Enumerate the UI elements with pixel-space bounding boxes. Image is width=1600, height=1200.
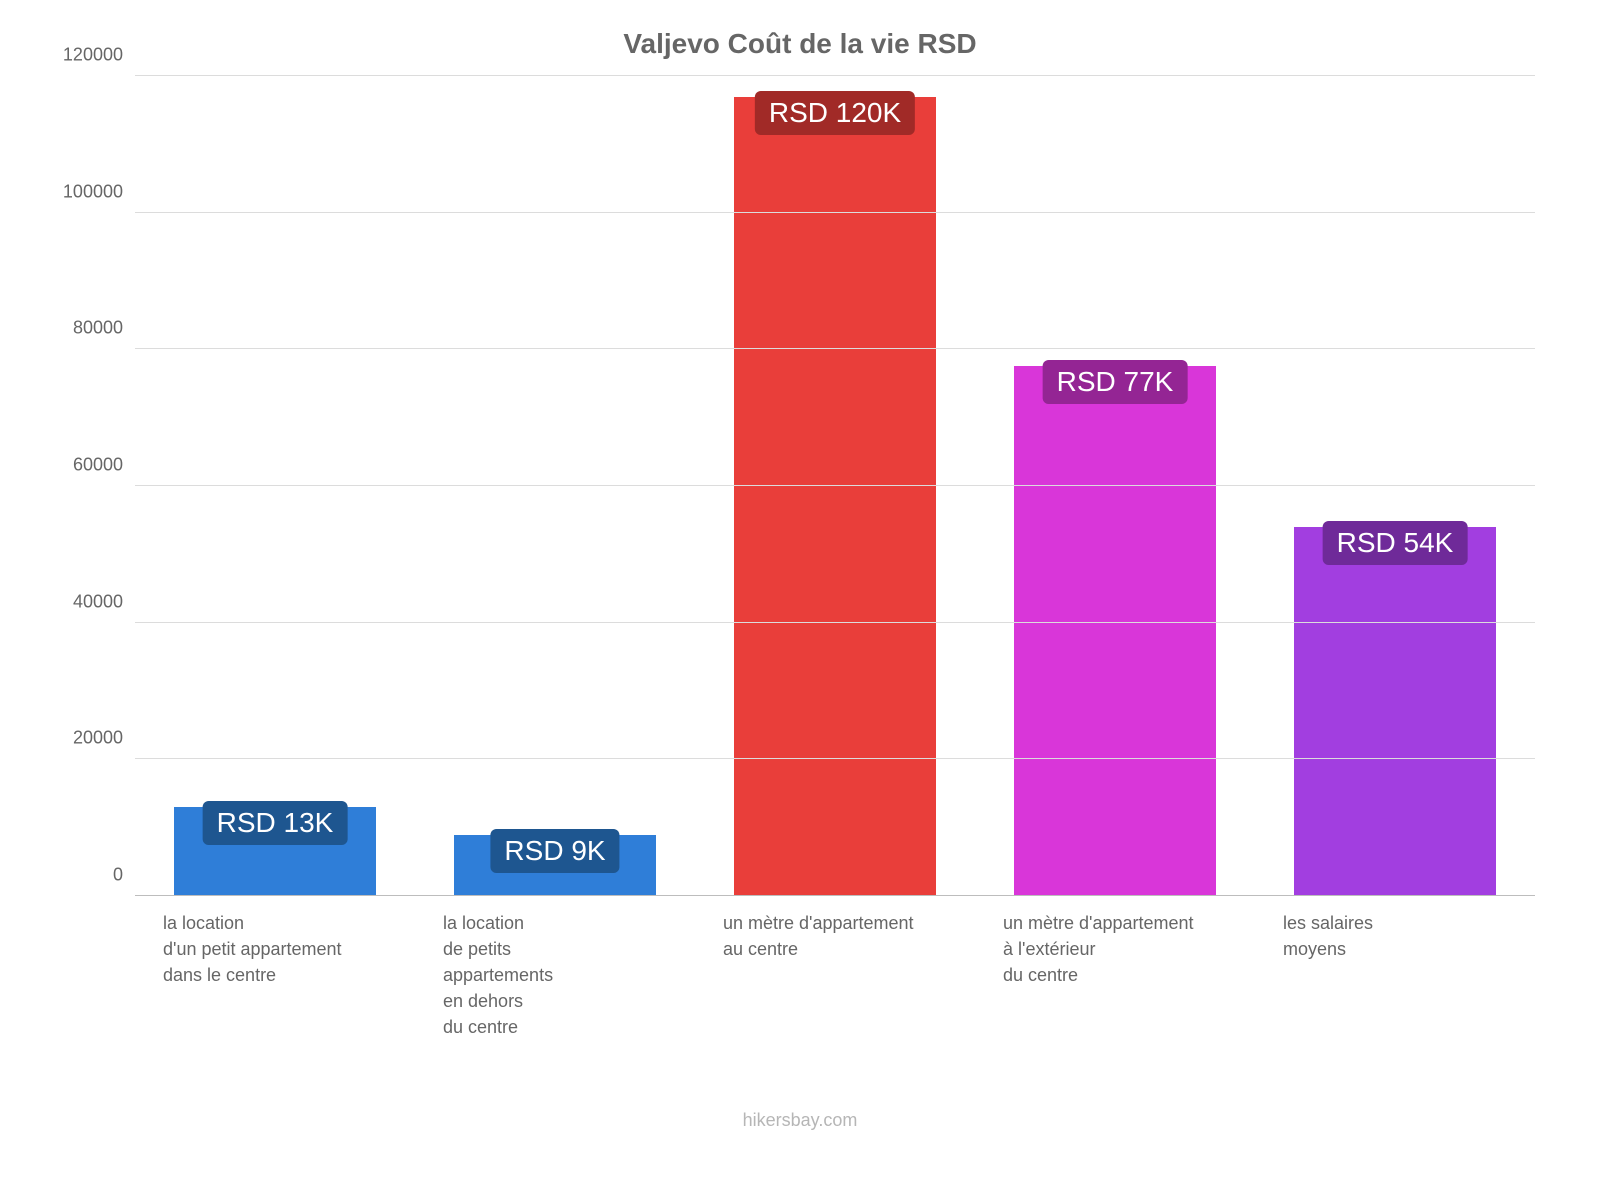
x-tick-label: la locationd'un petit appartementdans le… xyxy=(135,910,415,1040)
bars-layer: RSD 13K RSD 9K RSD 120K RSD 77K RSD 54K xyxy=(135,76,1535,896)
grid-line xyxy=(135,212,1535,213)
y-tick-label: 120000 xyxy=(63,45,135,66)
x-tick-label: les salairesmoyens xyxy=(1255,910,1535,1040)
bar-slot: RSD 9K xyxy=(415,76,695,896)
x-axis-baseline xyxy=(135,895,1535,896)
bar-slot: RSD 77K xyxy=(975,76,1255,896)
bar-slot: RSD 120K xyxy=(695,76,975,896)
y-tick-label: 20000 xyxy=(73,728,135,749)
bar-slot: RSD 54K xyxy=(1255,76,1535,896)
value-badge: RSD 54K xyxy=(1323,521,1468,565)
grid-line xyxy=(135,348,1535,349)
value-badge: RSD 120K xyxy=(755,91,915,135)
bar: RSD 120K xyxy=(734,97,936,897)
x-tick-label: un mètre d'appartementau centre xyxy=(695,910,975,1040)
bar: RSD 54K xyxy=(1294,527,1496,896)
bar: RSD 13K xyxy=(174,807,376,896)
plot-area: RSD 13KRSD 9KRSD 120KRSD 77KRSD 54K 0200… xyxy=(135,76,1535,896)
y-tick-label: 60000 xyxy=(73,455,135,476)
value-badge: RSD 9K xyxy=(490,829,619,873)
grid-line xyxy=(135,758,1535,759)
grid-line xyxy=(135,485,1535,486)
bar-slot: RSD 13K xyxy=(135,76,415,896)
y-tick-label: 80000 xyxy=(73,318,135,339)
y-tick-label: 0 xyxy=(113,865,135,886)
x-axis-labels: la locationd'un petit appartementdans le… xyxy=(135,910,1535,1040)
y-tick-label: 40000 xyxy=(73,591,135,612)
bar: RSD 9K xyxy=(454,835,656,897)
chart-container: Valjevo Coût de la vie RSD RSD 13K RSD 9K… xyxy=(0,0,1600,1200)
bar: RSD 77K xyxy=(1014,366,1216,896)
value-badge: RSD 13K xyxy=(203,801,348,845)
chart-title: Valjevo Coût de la vie RSD xyxy=(40,28,1560,60)
grid-line xyxy=(135,622,1535,623)
x-tick-label: un mètre d'appartementà l'extérieurdu ce… xyxy=(975,910,1255,1040)
y-tick-label: 100000 xyxy=(63,181,135,202)
x-tick-label: la locationde petitsappartementsen dehor… xyxy=(415,910,695,1040)
grid-line xyxy=(135,75,1535,76)
value-badge: RSD 77K xyxy=(1043,360,1188,404)
attribution-text: hikersbay.com xyxy=(40,1110,1560,1131)
